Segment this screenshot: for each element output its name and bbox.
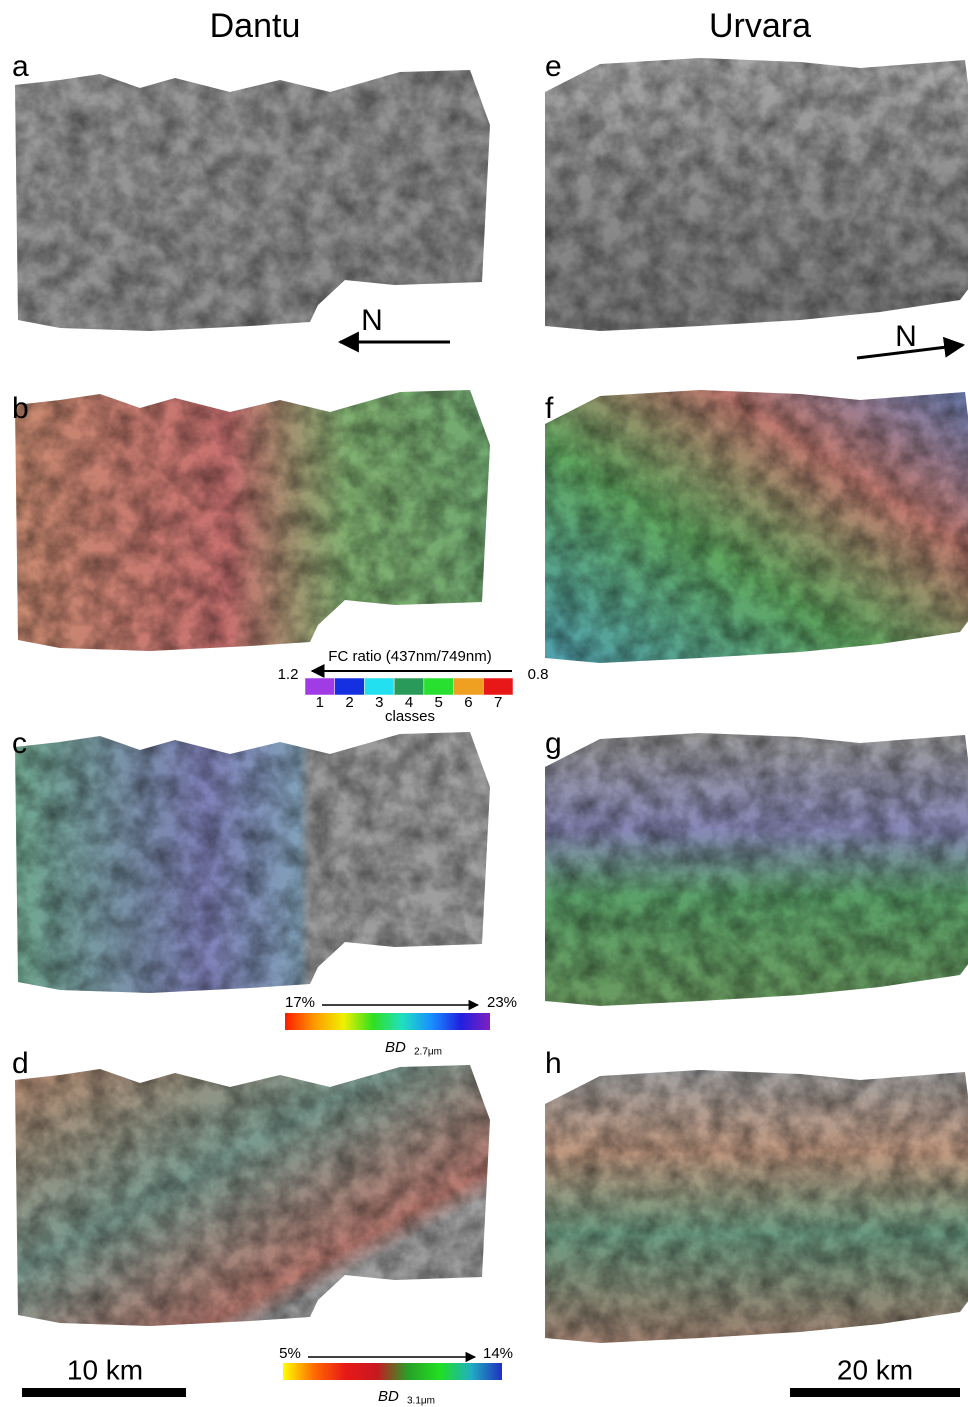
class-swatch (305, 678, 335, 695)
panel-texture (545, 1070, 968, 1343)
legend-symbol: BD (385, 1039, 406, 1056)
panel-texture (15, 1065, 490, 1326)
scale-bar (22, 1388, 186, 1397)
scale-label: 10 km (67, 1354, 143, 1385)
figure: Dantu Urvara a b c d e f g h N N FC ratio (437n… (0, 0, 968, 1407)
panel-letter: g (545, 727, 562, 760)
panel-letter: b (12, 392, 29, 425)
panel-letter: e (545, 50, 562, 83)
class-swatch (364, 678, 394, 695)
class-swatch (454, 678, 484, 695)
panel-texture (545, 733, 968, 1006)
class-label: 7 (494, 694, 502, 711)
class-swatch (483, 678, 513, 695)
class-label: 5 (435, 694, 443, 711)
panel-letter: h (545, 1047, 562, 1080)
panel-texture (15, 390, 490, 651)
panel-letter: a (12, 50, 29, 83)
class-label: 1 (316, 694, 324, 711)
panel-letter: d (12, 1047, 29, 1080)
legend-max: 0.8 (528, 666, 549, 683)
legend-min: 5% (279, 1345, 301, 1362)
column-title: Urvara (709, 7, 811, 45)
panel-texture (545, 58, 968, 331)
north-label: N (361, 304, 383, 337)
color-bar (285, 1013, 490, 1030)
north-label: N (895, 320, 917, 353)
scale-bar (790, 1388, 960, 1397)
class-label: 3 (375, 694, 383, 711)
legend-axis-label: classes (385, 708, 435, 725)
legend-max: 14% (483, 1345, 513, 1362)
legend-min: 17% (285, 994, 315, 1011)
panel-texture (545, 390, 968, 663)
scale-label: 20 km (837, 1354, 913, 1385)
panel-letter: c (12, 727, 27, 760)
panel-texture (15, 732, 490, 993)
column-title: Dantu (210, 7, 301, 45)
legend-max: 23% (487, 994, 517, 1011)
legend-min: 1.2 (278, 666, 299, 683)
legend-subscript: 2.7μm (414, 1047, 442, 1058)
class-label: 6 (464, 694, 472, 711)
class-swatch (394, 678, 424, 695)
class-swatch (424, 678, 454, 695)
color-bar (283, 1363, 502, 1380)
legend-subscript: 3.1μm (407, 1396, 435, 1407)
legend-title: FC ratio (437nm/749nm) (328, 648, 491, 665)
panels: a b c d e f g h (12, 50, 968, 1343)
panel-letter: f (545, 392, 554, 425)
class-label: 2 (345, 694, 353, 711)
panel-texture (15, 70, 490, 331)
legend-symbol: BD (378, 1388, 399, 1405)
class-swatch (335, 678, 365, 695)
